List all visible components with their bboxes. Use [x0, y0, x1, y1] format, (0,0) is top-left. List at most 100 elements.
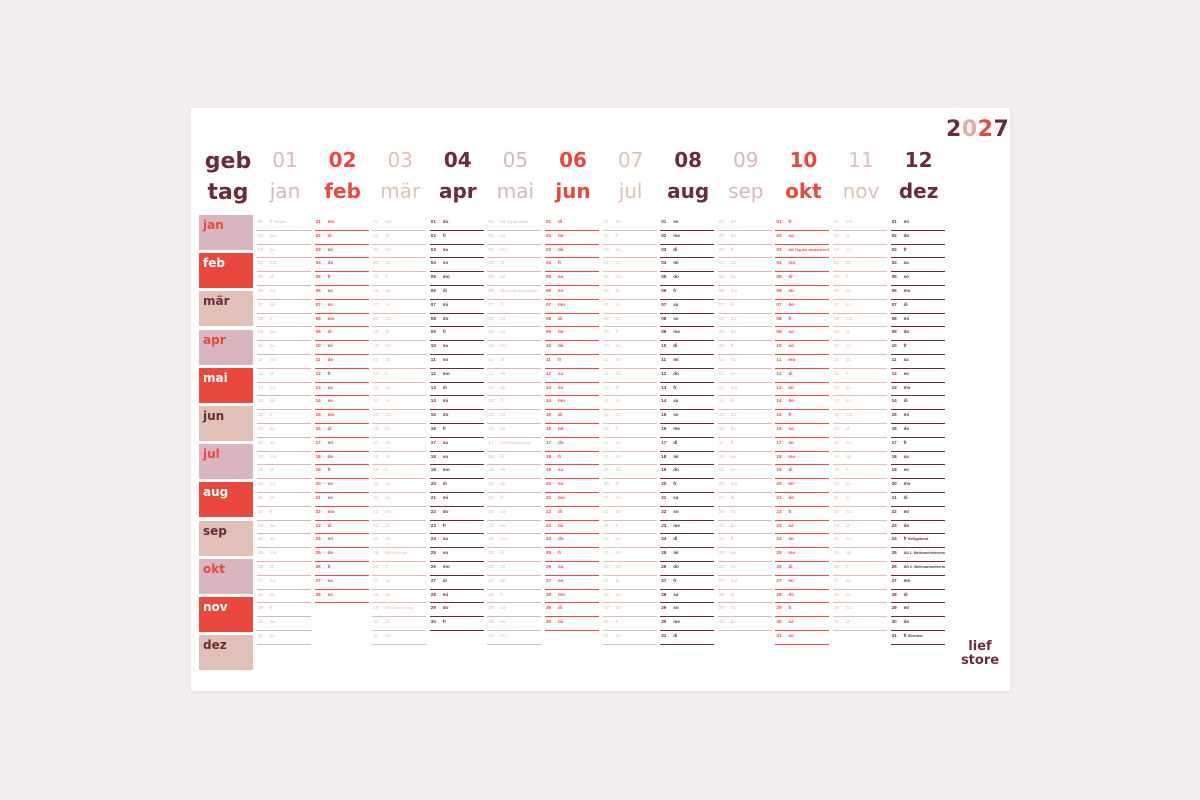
day-row[interactable]: 31 sa	[602, 631, 657, 645]
day-row[interactable]: 18 so	[602, 452, 657, 466]
day-row[interactable]: 24 mi	[314, 534, 369, 549]
day-row[interactable]: 30 di	[372, 617, 427, 631]
day-row[interactable]: 07 do	[257, 300, 311, 314]
day-row[interactable]: 30 so	[487, 617, 542, 631]
day-row[interactable]: 02 fr	[602, 231, 657, 245]
day-row[interactable]: 06 fr	[660, 286, 715, 300]
day-row[interactable]: 27 sa	[833, 576, 887, 590]
day-row[interactable]: 25 mo	[257, 548, 311, 562]
day-row[interactable]: 02 do	[717, 231, 772, 245]
day-row[interactable]: 29 di	[545, 603, 599, 618]
day-row[interactable]: 04 so	[602, 258, 657, 273]
day-row[interactable]: 16 di	[314, 424, 369, 438]
birthday-block-mai[interactable]: mai	[199, 367, 253, 403]
day-row[interactable]: 10 so	[775, 341, 830, 355]
day-row[interactable]: 08 mo	[314, 314, 369, 328]
day-row[interactable]: 25 mo	[775, 548, 830, 562]
day-row[interactable]: 25 so	[602, 548, 657, 562]
day-row[interactable]: 16 di	[372, 424, 427, 438]
day-row[interactable]: 27 mo	[717, 576, 772, 590]
day-row[interactable]: 06 doChristi Himmelfahrt	[487, 286, 542, 300]
day-row[interactable]: 04 mo	[257, 258, 311, 273]
day-row[interactable]: 13 sa	[314, 383, 369, 397]
day-row[interactable]: 19 mi	[487, 465, 542, 480]
day-row[interactable]: 01 so	[660, 217, 715, 231]
day-row[interactable]: 03 fr	[717, 245, 772, 259]
day-row[interactable]: 04 do	[314, 258, 369, 273]
day-row[interactable]: 08 fr	[257, 314, 311, 328]
day-row[interactable]: 02 mi	[545, 231, 599, 245]
day-row[interactable]: 12 di	[257, 369, 311, 383]
birthday-block-feb[interactable]: feb	[199, 253, 253, 289]
day-row[interactable]: 05 do	[660, 272, 715, 286]
day-row[interactable]: 09 sa	[257, 327, 311, 342]
day-row[interactable]: 03 sa	[429, 245, 484, 259]
day-row[interactable]: 09 mi	[545, 327, 599, 342]
day-row[interactable]: 12 di	[775, 369, 830, 383]
day-row[interactable]: 11 so	[429, 355, 484, 369]
day-row[interactable]: 01 mo	[314, 217, 369, 231]
day-row[interactable]: 16 mo	[660, 424, 715, 438]
day-row[interactable]: 08 di	[545, 314, 599, 328]
day-row[interactable]: 26 di	[775, 562, 830, 576]
day-row[interactable]: 22 di	[545, 507, 599, 521]
day-row[interactable]: 27 do	[487, 576, 542, 590]
day-row[interactable]: 07 do	[775, 300, 830, 314]
day-row[interactable]: 17 do	[545, 438, 599, 452]
day-row[interactable]: 27 mi	[257, 576, 311, 590]
day-row[interactable]: 16 do	[717, 424, 772, 438]
day-row[interactable]: 21 di	[890, 493, 945, 507]
day-row[interactable]: 07 so	[372, 300, 427, 314]
day-row[interactable]: 26 fr	[833, 562, 887, 576]
day-row[interactable]: 24 frHeiligabend	[890, 534, 945, 549]
day-row[interactable]: 23 so	[487, 521, 542, 535]
day-row[interactable]: 09 di	[833, 327, 887, 342]
day-row[interactable]: 23 fr	[602, 521, 657, 535]
day-row[interactable]: 09 fr	[602, 327, 657, 342]
day-row[interactable]: 16 do	[890, 424, 945, 438]
day-row[interactable]: 16 fr	[602, 424, 657, 438]
day-row[interactable]: 09 fr	[429, 327, 484, 342]
day-row[interactable]: 03 mi	[372, 245, 427, 259]
day-row[interactable]: 23 sa	[775, 521, 830, 535]
day-row[interactable]: 25 fr	[545, 548, 599, 562]
day-row[interactable]: 11 sa	[890, 355, 945, 369]
day-row[interactable]: 23 mi	[545, 521, 599, 535]
day-row[interactable]: 02 do	[890, 231, 945, 245]
day-row[interactable]: 26 mo	[602, 562, 657, 576]
day-row[interactable]: 14 do	[775, 396, 830, 411]
day-row[interactable]: 03 fr	[890, 245, 945, 259]
day-row[interactable]: 17 di	[660, 438, 715, 452]
day-row[interactable]: 14 do	[257, 396, 311, 411]
day-row[interactable]: 31 di	[660, 631, 715, 645]
day-row[interactable]: 15 do	[429, 410, 484, 424]
day-row[interactable]: 24 mo	[487, 534, 542, 549]
day-row[interactable]: 04 do	[833, 258, 887, 273]
day-row[interactable]: 15 mo	[372, 410, 427, 424]
day-row[interactable]: 07 mi	[602, 300, 657, 314]
day-row[interactable]: 13 mo	[890, 383, 945, 397]
day-row[interactable]: 30 mi	[545, 617, 599, 631]
day-row[interactable]: 08 fr	[775, 314, 830, 328]
day-row[interactable]: 01 mi	[717, 217, 772, 231]
day-row[interactable]: 31 so	[775, 631, 830, 645]
day-row[interactable]: 27 so	[545, 576, 599, 590]
day-row[interactable]: 09 sa	[775, 327, 830, 342]
day-row[interactable]: 12 mo	[429, 369, 484, 383]
day-row[interactable]: 06 sa	[314, 286, 369, 300]
day-row[interactable]: 10 mi	[833, 341, 887, 355]
day-row[interactable]: 07 mi	[429, 300, 484, 314]
day-row[interactable]: 06 mo	[717, 286, 772, 300]
day-row[interactable]: 17 mi	[372, 438, 427, 452]
day-row[interactable]: 08 do	[602, 314, 657, 328]
day-row[interactable]: 19 di	[775, 465, 830, 480]
day-row[interactable]: 16 sa	[257, 424, 311, 438]
day-row[interactable]: 08 mo	[833, 314, 887, 328]
day-row[interactable]: 11 mo	[257, 355, 311, 369]
day-row[interactable]: 26 sa	[545, 562, 599, 576]
day-row[interactable]: 14 fr	[487, 396, 542, 411]
day-row[interactable]: 25 do	[833, 548, 887, 562]
day-row[interactable]: 19 mo	[602, 465, 657, 480]
day-row[interactable]: 04 mo	[775, 258, 830, 273]
day-row[interactable]: 22 so	[660, 507, 715, 521]
